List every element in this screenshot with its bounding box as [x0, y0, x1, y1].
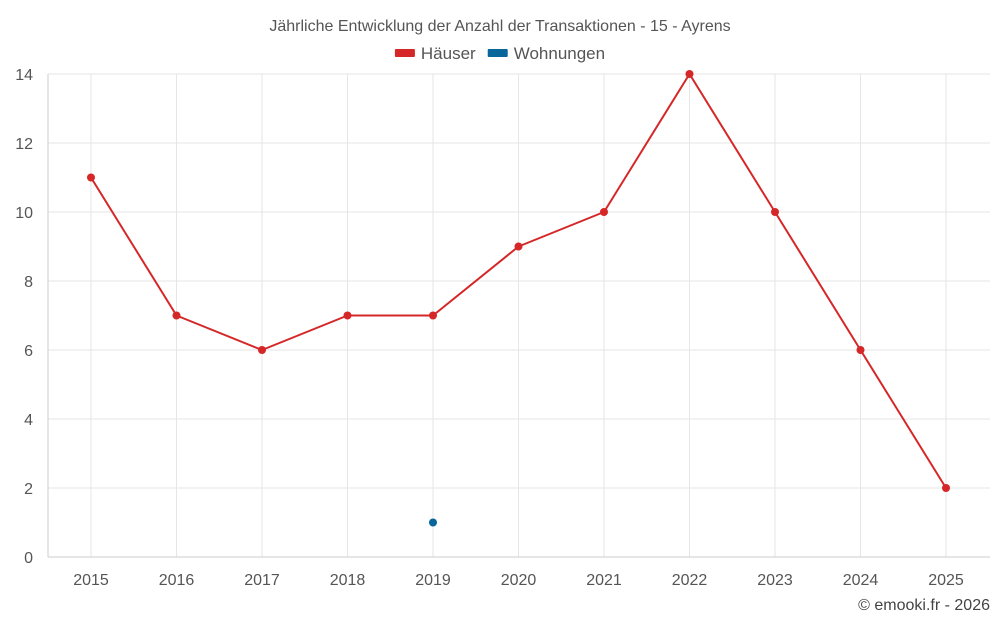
- y-tick-label: 10: [15, 205, 33, 222]
- data-point-h-user[interactable]: [942, 484, 950, 492]
- series-layer: [87, 70, 950, 527]
- x-tick-label: 2024: [843, 572, 879, 589]
- legend-label-h-user: Häuser: [421, 44, 476, 63]
- legend-label-wohnungen: Wohnungen: [514, 44, 605, 63]
- x-tick-label: 2017: [244, 572, 280, 589]
- y-tick-label: 14: [15, 67, 33, 84]
- credit-text: © emooki.fr - 2026: [858, 597, 990, 614]
- x-tick-label: 2020: [501, 572, 537, 589]
- y-tick-label: 2: [24, 481, 33, 498]
- y-tick-label: 8: [24, 274, 33, 291]
- x-tick-label: 2021: [586, 572, 622, 589]
- y-tick-label: 12: [15, 136, 33, 153]
- legend-swatch-wohnungen: [487, 49, 508, 57]
- y-tick-label: 0: [24, 550, 33, 567]
- x-tick-label: 2019: [415, 572, 451, 589]
- data-point-h-user[interactable]: [856, 346, 865, 354]
- data-point-wohnungen[interactable]: [429, 518, 437, 527]
- data-point-h-user[interactable]: [514, 242, 523, 251]
- chart-title: Jährliche Entwicklung der Anzahl der Tra…: [269, 18, 730, 35]
- x-tick-label: 2025: [928, 572, 964, 589]
- x-tick-label: 2015: [73, 572, 109, 589]
- x-tick-label: 2023: [757, 572, 793, 589]
- data-point-h-user[interactable]: [258, 346, 266, 354]
- legend: Häuser Wohnungen: [394, 44, 605, 63]
- x-tick-label: 2016: [159, 572, 195, 589]
- data-point-h-user[interactable]: [343, 311, 352, 320]
- data-point-h-user[interactable]: [429, 311, 437, 320]
- data-point-h-user[interactable]: [600, 208, 608, 216]
- data-point-h-user[interactable]: [685, 70, 694, 78]
- data-point-h-user[interactable]: [771, 208, 779, 216]
- legend-item-wohnungen[interactable]: Wohnungen: [487, 44, 605, 63]
- legend-item-h-user[interactable]: Häuser: [394, 44, 476, 63]
- data-point-h-user[interactable]: [172, 311, 181, 320]
- legend-swatch-h-user: [394, 49, 415, 57]
- grid: [48, 73, 990, 557]
- x-tick-label: 2022: [672, 572, 708, 589]
- y-tick-label: 4: [24, 412, 33, 429]
- y-tick-label: 6: [24, 343, 33, 360]
- axes: 0 2 4 6 8 10 12 14 2015 2016 2017 2018 2019 2020 2021 2…: [15, 67, 990, 589]
- x-tick-label: 2018: [330, 572, 366, 589]
- data-point-h-user[interactable]: [87, 173, 95, 182]
